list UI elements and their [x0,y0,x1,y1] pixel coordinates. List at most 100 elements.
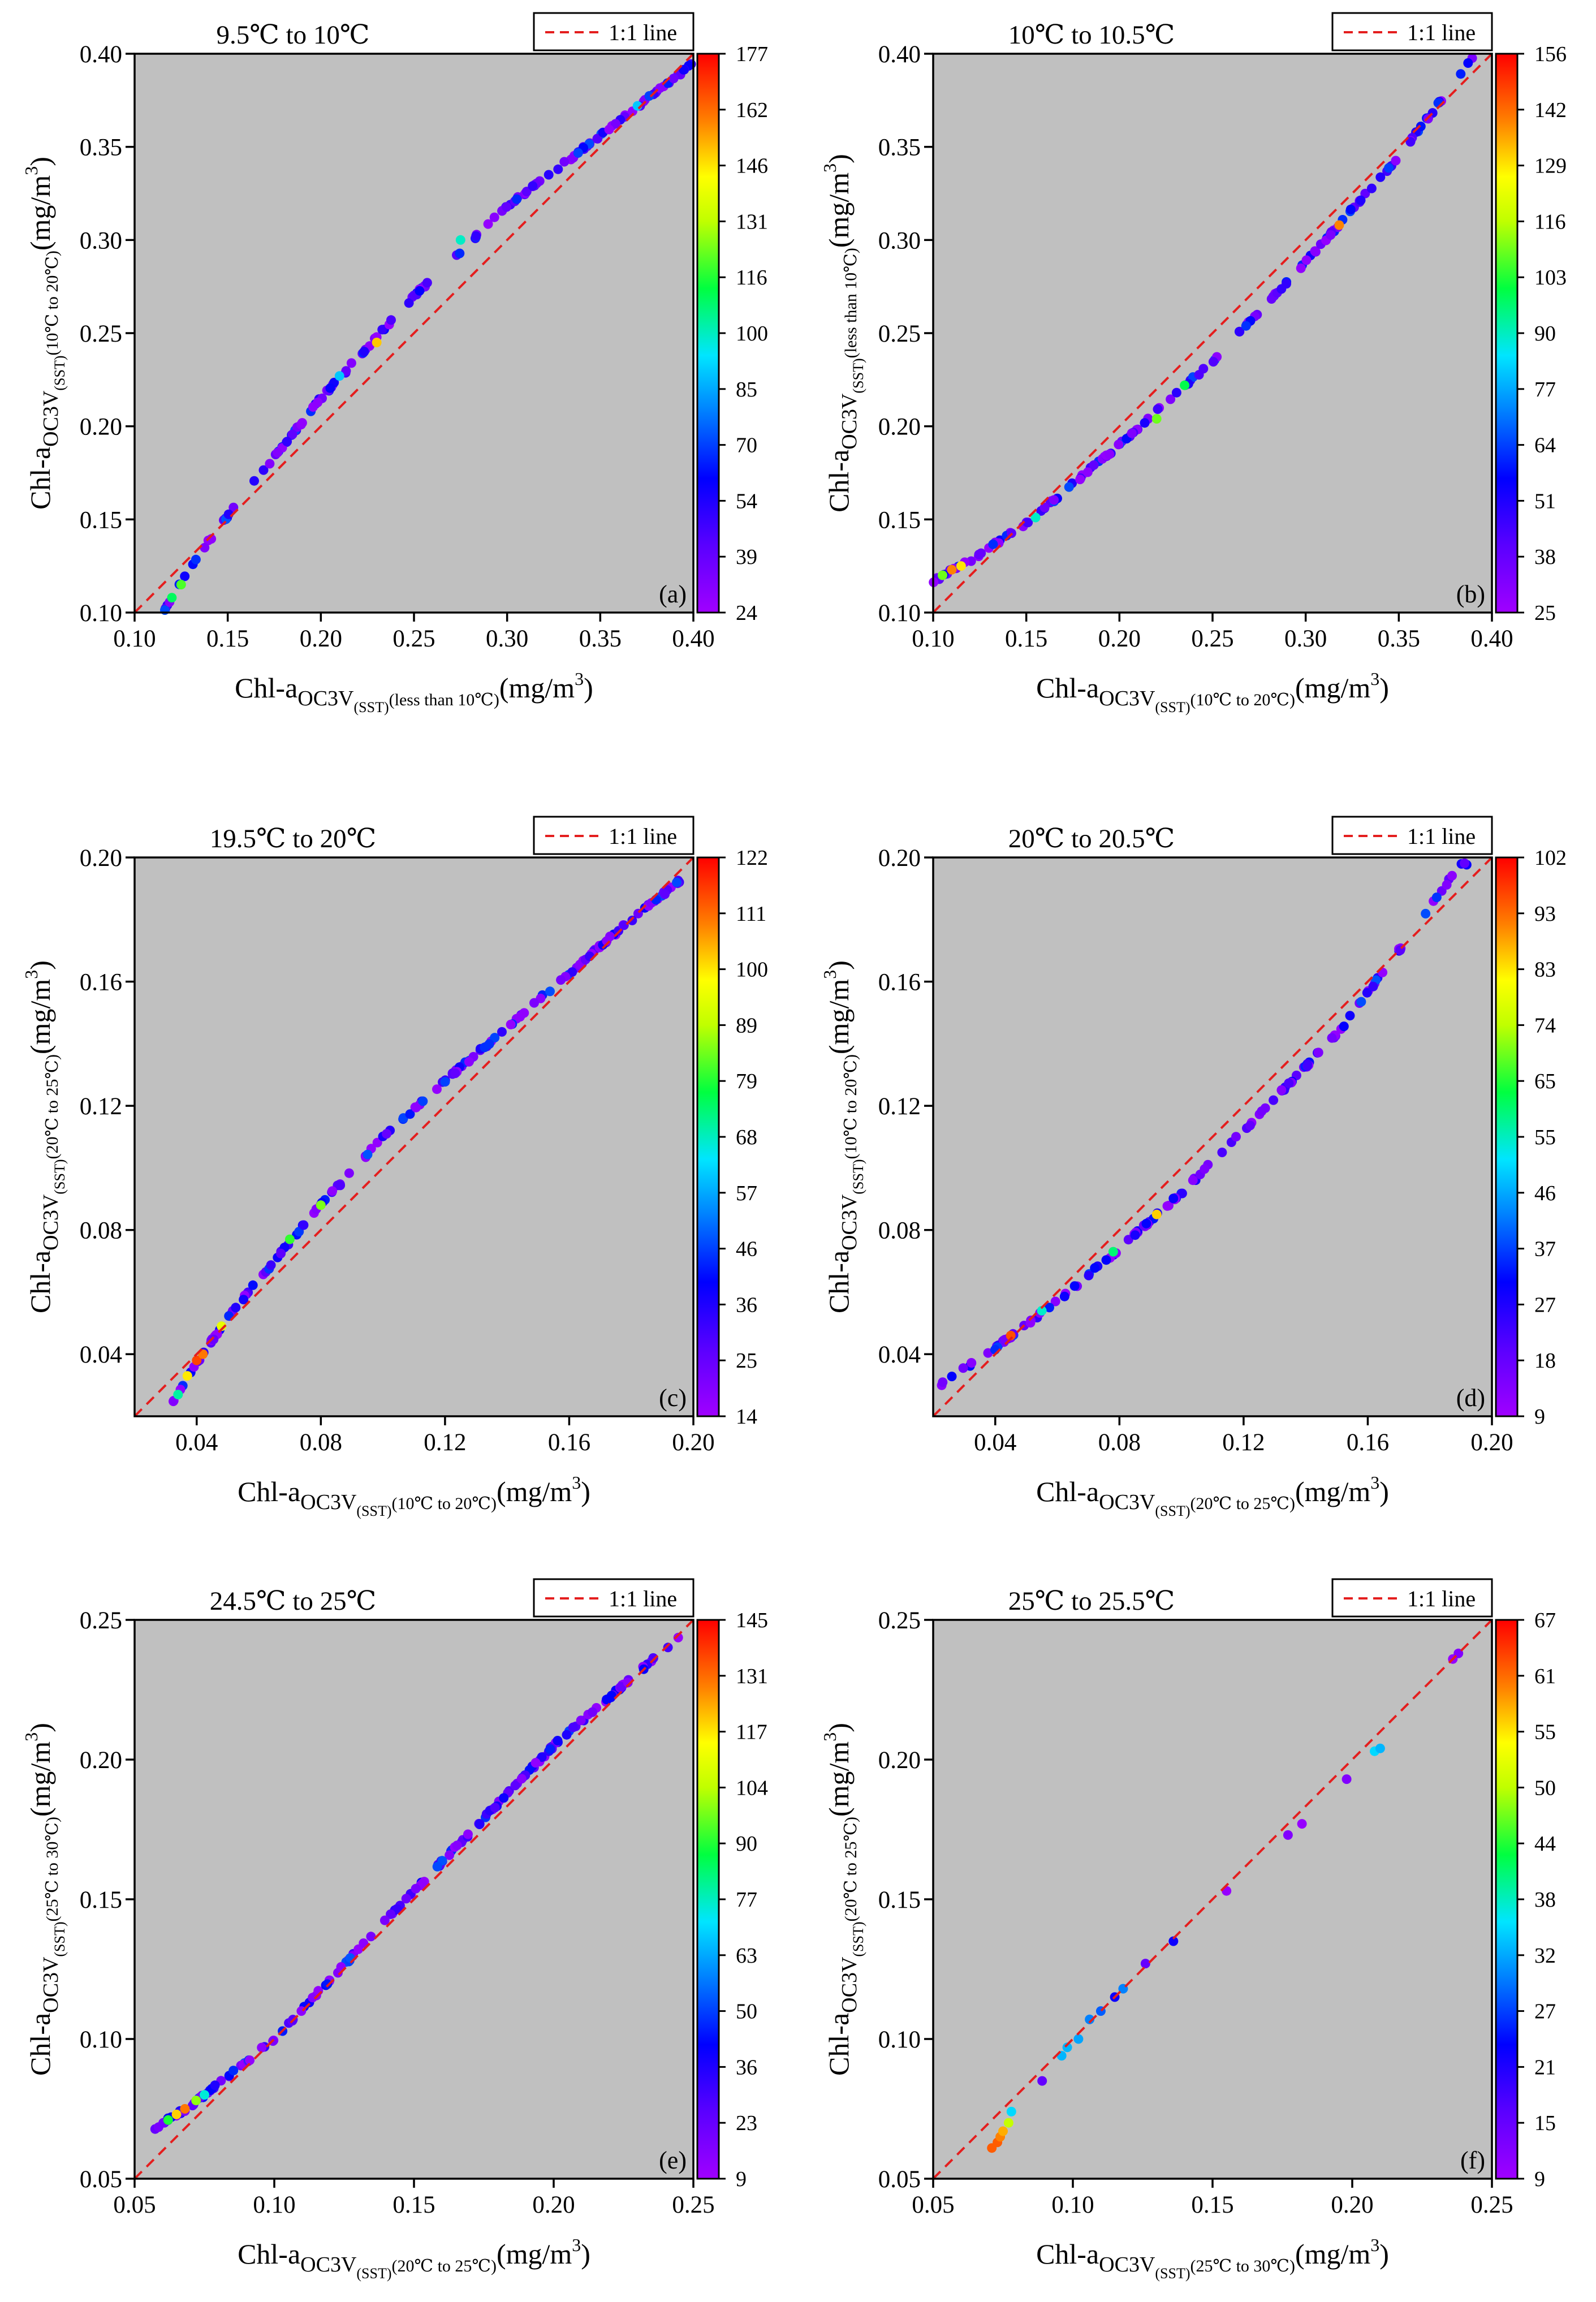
data-point [1062,2042,1072,2053]
label-subscript: (SST) [1155,699,1190,715]
label-subscript: OC3V [39,1194,63,1251]
colorbar: 122 111 100 89 79 68 57 46 36 25 14 [696,846,768,1429]
data-point [673,1632,683,1643]
label-main: Chl-a [823,450,855,512]
axis-ticks: 0.04 0.08 0.12 0.16 0.20 0.04 0.08 0.12 0.16 0.20 [878,845,1513,1456]
label-main: Chl-a [24,447,56,510]
colorbar-scale [1495,53,1519,614]
y-tick-label: 0.40 [878,41,921,68]
x-tick-label: 0.15 [1191,2192,1233,2218]
y-axis-label: Chl-aOC3V(SST)(25℃ to 30℃)(mg/m3) [21,1723,68,2076]
label-main: Chl-a [1036,672,1099,704]
x-tick-label: 0.15 [206,626,249,652]
panel-label: (f) [1460,2146,1485,2174]
data-point [455,248,465,258]
y-tick-label: 0.25 [878,321,921,347]
data-point [249,476,259,486]
label-subscript: OC3V [39,390,63,447]
x-tick-label: 0.35 [1378,626,1420,652]
label-unit: (mg/m [24,175,56,251]
y-tick-label: 0.30 [80,227,122,254]
label-subscript: (SST) [51,1921,68,1956]
data-point [1231,1132,1241,1142]
one-to-one-line [133,1619,695,2180]
data-point [1089,460,1099,470]
scatter-points [169,876,684,1407]
data-point [1245,1120,1255,1131]
colorbar-tick-label: 156 [1534,42,1567,66]
data-point [1045,1303,1054,1313]
colorbar-tick-label: 57 [736,1182,757,1205]
label-subscript: (SST) [850,1159,866,1194]
data-point [210,2080,220,2090]
data-point [192,1355,202,1365]
label-main: Chl-a [823,1251,855,1313]
data-point [273,447,283,458]
x-tick-label: 0.25 [1191,626,1233,652]
data-point [432,1084,442,1094]
data-point [341,366,351,376]
data-point [1356,997,1366,1007]
data-point [1069,1281,1080,1291]
colorbar: 67 61 55 50 44 38 32 27 21 15 9 [1495,1609,1556,2191]
data-point [1105,449,1115,459]
data-point [974,549,984,559]
x-tick-label: 0.10 [1051,2192,1094,2218]
data-point [967,1358,977,1368]
colorbar-scale [1495,856,1519,1417]
data-point [386,1909,396,1919]
data-point [1302,1061,1312,1071]
x-tick-label: 0.40 [672,626,714,652]
y-axis-label: Chl-aOC3V(SST)(20℃ to 25℃)(mg/m3) [819,1723,866,2076]
legend-label: 1:1 line [609,20,677,45]
x-tick-label: 0.25 [392,626,435,652]
data-point [556,975,566,985]
colorbar-tick-label: 83 [1534,958,1556,982]
y-tick-label: 0.15 [878,507,921,533]
data-point [379,1915,390,1925]
y-tick-label: 0.10 [80,600,122,627]
x-tick-label: 0.10 [113,626,156,652]
y-tick-label: 0.20 [80,1747,122,1774]
colorbar-tick-label: 68 [736,1126,757,1149]
label-subscript: OC3V [838,1194,861,1251]
data-point [475,1819,485,1829]
data-point [1442,880,1452,890]
data-point [545,1744,555,1754]
panel-title: 25℃ to 25.5℃ [1008,1587,1175,1616]
data-point [1049,495,1059,505]
colorbar-tick-label: 70 [736,434,757,458]
data-point [648,1653,658,1663]
data-point [1269,1095,1279,1105]
colorbar: 177 162 146 131 116 100 85 70 54 39 24 [696,42,768,625]
data-point [200,542,210,553]
data-point [1356,195,1366,205]
colorbar: 156 142 129 116 103 90 77 64 51 38 25 [1495,42,1567,625]
y-tick-label: 0.20 [80,414,122,441]
data-point [257,2042,267,2053]
data-point [1368,981,1378,992]
colorbar-tick-label: 36 [736,1293,757,1317]
label-unit-end: ) [24,960,56,970]
data-point [1391,156,1401,166]
colorbar-tick-label: 77 [736,1888,757,1912]
data-point [1025,1318,1036,1328]
label-superscript: 3 [819,163,840,173]
axis-ticks: 0.10 0.15 0.20 0.25 0.30 0.35 0.40 0.10 0.15 0.20… [878,41,1513,652]
label-main: Chl-a [238,1476,300,1507]
x-tick-label: 0.16 [1347,1429,1389,1456]
data-point [1421,908,1431,919]
label-subscript: OC3V [1099,687,1155,710]
data-point [489,212,499,222]
data-point [359,347,369,357]
data-point [668,74,679,84]
one-to-one-line [133,53,695,614]
data-point [1162,1201,1172,1211]
data-point [1037,2076,1047,2086]
y-tick-label: 0.10 [878,2027,921,2053]
data-point [1384,163,1394,173]
data-point [299,1220,309,1230]
x-tick-label: 0.12 [424,1429,466,1456]
data-point [998,2126,1008,2136]
colorbar-scale [696,1619,720,2180]
